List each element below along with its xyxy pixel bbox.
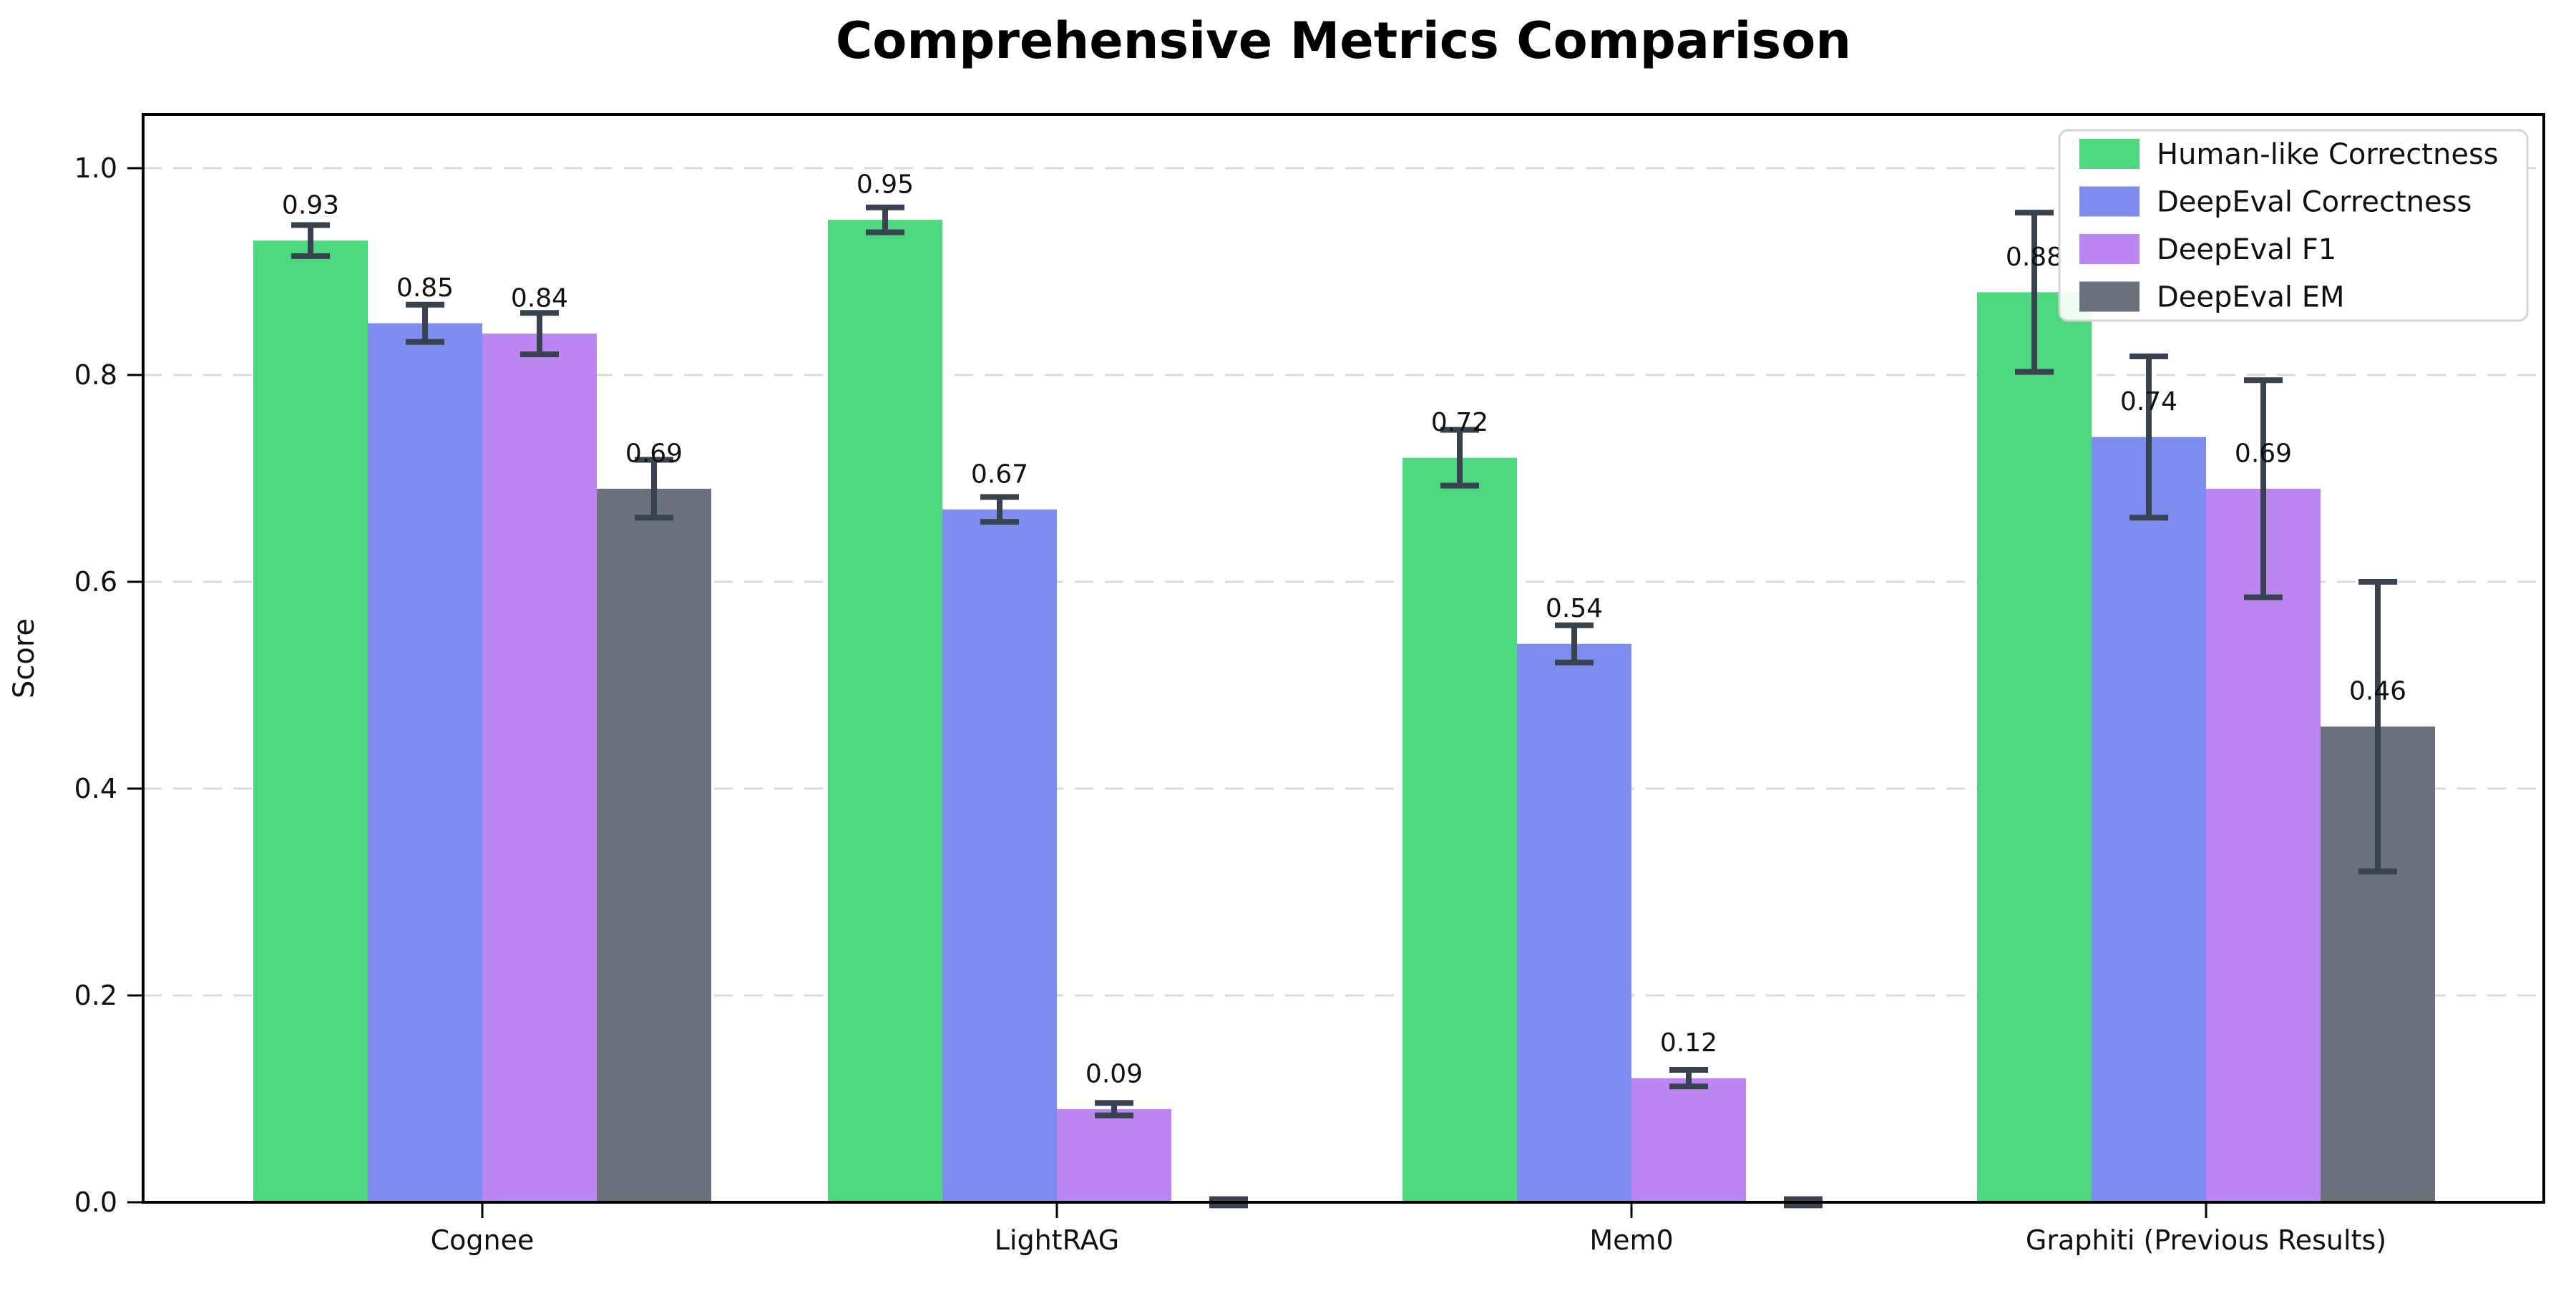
bar <box>1517 643 1631 1202</box>
value-label: 0.88 <box>2006 243 2063 272</box>
legend-swatch <box>2079 186 2140 217</box>
legend-box <box>2058 129 2529 322</box>
y-tick-label: 0.4 <box>74 773 117 804</box>
value-label: 0.69 <box>625 439 683 468</box>
legend-swatch <box>2079 139 2140 169</box>
bar <box>368 323 482 1202</box>
legend-swatch <box>2079 281 2140 312</box>
value-label: 0.93 <box>282 191 339 220</box>
error-bar <box>2129 353 2168 521</box>
value-label: 0.46 <box>2349 677 2406 706</box>
value-label: 0.95 <box>857 170 914 200</box>
legend-label: Human-like Correctness <box>2157 138 2499 171</box>
legend-label: DeepEval F1 <box>2157 233 2336 266</box>
value-label: 0.09 <box>1085 1059 1143 1088</box>
bar <box>482 333 597 1203</box>
error-bar <box>2358 579 2397 875</box>
legend-label: DeepEval Correctness <box>2157 186 2472 219</box>
x-tick-label: Graphiti (Previous Results) <box>2026 1224 2386 1256</box>
y-tick-label: 0.0 <box>74 1187 117 1218</box>
plot-frame <box>142 113 2545 1204</box>
x-tick-label: Cognee <box>431 1224 535 1256</box>
error-bar <box>1555 622 1594 666</box>
bar <box>942 509 1057 1202</box>
x-tick-label: LightRAG <box>995 1224 1119 1256</box>
bar <box>2206 488 2321 1202</box>
y-axis-label: Score <box>8 618 41 699</box>
y-tick-label: 0.6 <box>74 566 117 598</box>
error-bar <box>2244 377 2283 600</box>
error-bar <box>980 494 1019 525</box>
x-tick-label: Mem0 <box>1589 1224 1673 1256</box>
bar <box>2092 437 2206 1203</box>
error-bar <box>1095 1100 1133 1119</box>
chart-title: Comprehensive Metrics Comparison <box>835 11 1852 70</box>
error-bar <box>2015 210 2054 375</box>
error-bar <box>406 301 444 345</box>
error-bar <box>291 222 330 259</box>
bar <box>828 220 942 1202</box>
bar <box>1402 457 1517 1202</box>
value-label: 0.69 <box>2235 439 2292 468</box>
value-label: 0.72 <box>1431 408 1488 437</box>
legend-label: DeepEval EM <box>2157 281 2344 314</box>
bar <box>1977 292 2092 1202</box>
error-bar <box>1669 1067 1708 1090</box>
error-bar <box>866 204 904 235</box>
y-tick-label: 0.8 <box>74 359 117 391</box>
value-label: 0.74 <box>2120 387 2177 416</box>
error-bar <box>520 310 559 358</box>
y-tick-label: 1.0 <box>74 152 117 184</box>
bar <box>1631 1078 1746 1202</box>
bar <box>597 488 711 1202</box>
error-bar <box>1440 427 1479 489</box>
value-label: 0.67 <box>971 459 1028 489</box>
value-label: 0.85 <box>396 273 454 303</box>
value-label: 0.54 <box>1546 594 1603 623</box>
legend-swatch <box>2079 234 2140 264</box>
error-bar <box>635 457 673 521</box>
bar <box>1057 1109 1171 1202</box>
y-tick-label: 0.2 <box>74 980 117 1011</box>
legend: Human-like Correctness DeepEval Correctne… <box>2058 129 2529 322</box>
bar <box>253 240 368 1202</box>
value-label: 0.12 <box>1660 1028 1717 1058</box>
value-label: 0.84 <box>511 284 568 313</box>
